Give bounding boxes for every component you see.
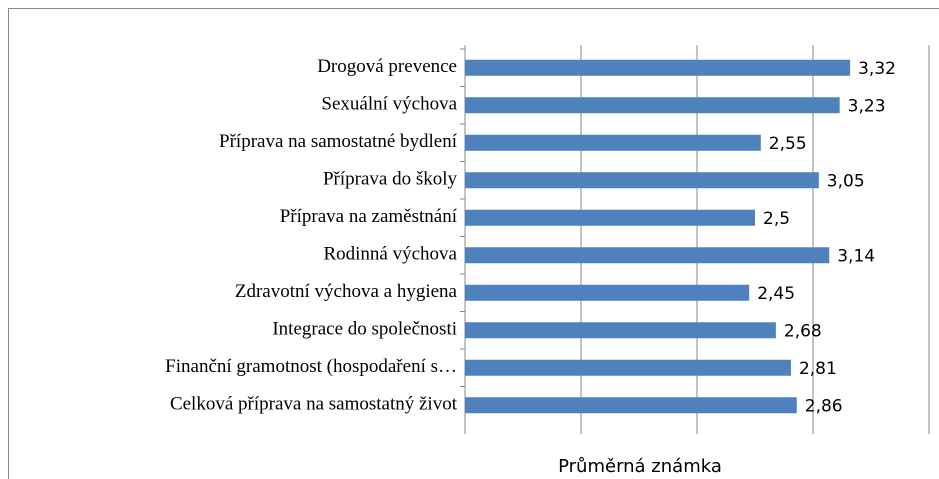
y-tick-label: Příprava na zaměstnání <box>280 206 458 227</box>
value-label: 3,05 <box>827 171 865 191</box>
y-tick-label: Příprava do školy <box>323 169 458 190</box>
bar <box>465 59 851 76</box>
bar <box>465 172 819 189</box>
x-axis-title: Průměrná známka <box>558 456 722 477</box>
bar <box>465 359 791 376</box>
value-label: 2,68 <box>784 321 822 341</box>
value-label: 2,86 <box>805 396 843 416</box>
y-tick-label: Drogová prevence <box>317 56 457 77</box>
bar <box>465 247 830 264</box>
chart-frame <box>8 8 939 479</box>
value-label: 3,32 <box>858 59 896 79</box>
y-tick-label: Rodinná výchova <box>323 244 457 265</box>
bar <box>465 322 776 339</box>
value-label: 2,5 <box>763 209 790 229</box>
value-label: 3,14 <box>837 246 875 266</box>
y-tick-label: Celková příprava na samostatný život <box>170 394 458 415</box>
bar <box>465 209 755 226</box>
value-label: 2,81 <box>799 359 837 379</box>
value-label: 2,45 <box>757 284 795 304</box>
y-tick-label: Sexuální výchova <box>321 94 457 115</box>
value-label: 3,23 <box>848 96 886 116</box>
bar <box>465 134 761 151</box>
y-tick-label: Zdravotní výchova a hygiena <box>235 281 458 302</box>
y-tick-label: Příprava na samostatné bydlení <box>219 131 458 152</box>
y-tick-label: Integrace do společnosti <box>272 319 457 340</box>
bar <box>465 284 750 301</box>
bar <box>465 397 797 414</box>
bar <box>465 97 840 114</box>
y-tick-label: Finanční gramotnost (hospodaření s… <box>165 356 457 377</box>
value-label: 2,55 <box>769 134 807 154</box>
